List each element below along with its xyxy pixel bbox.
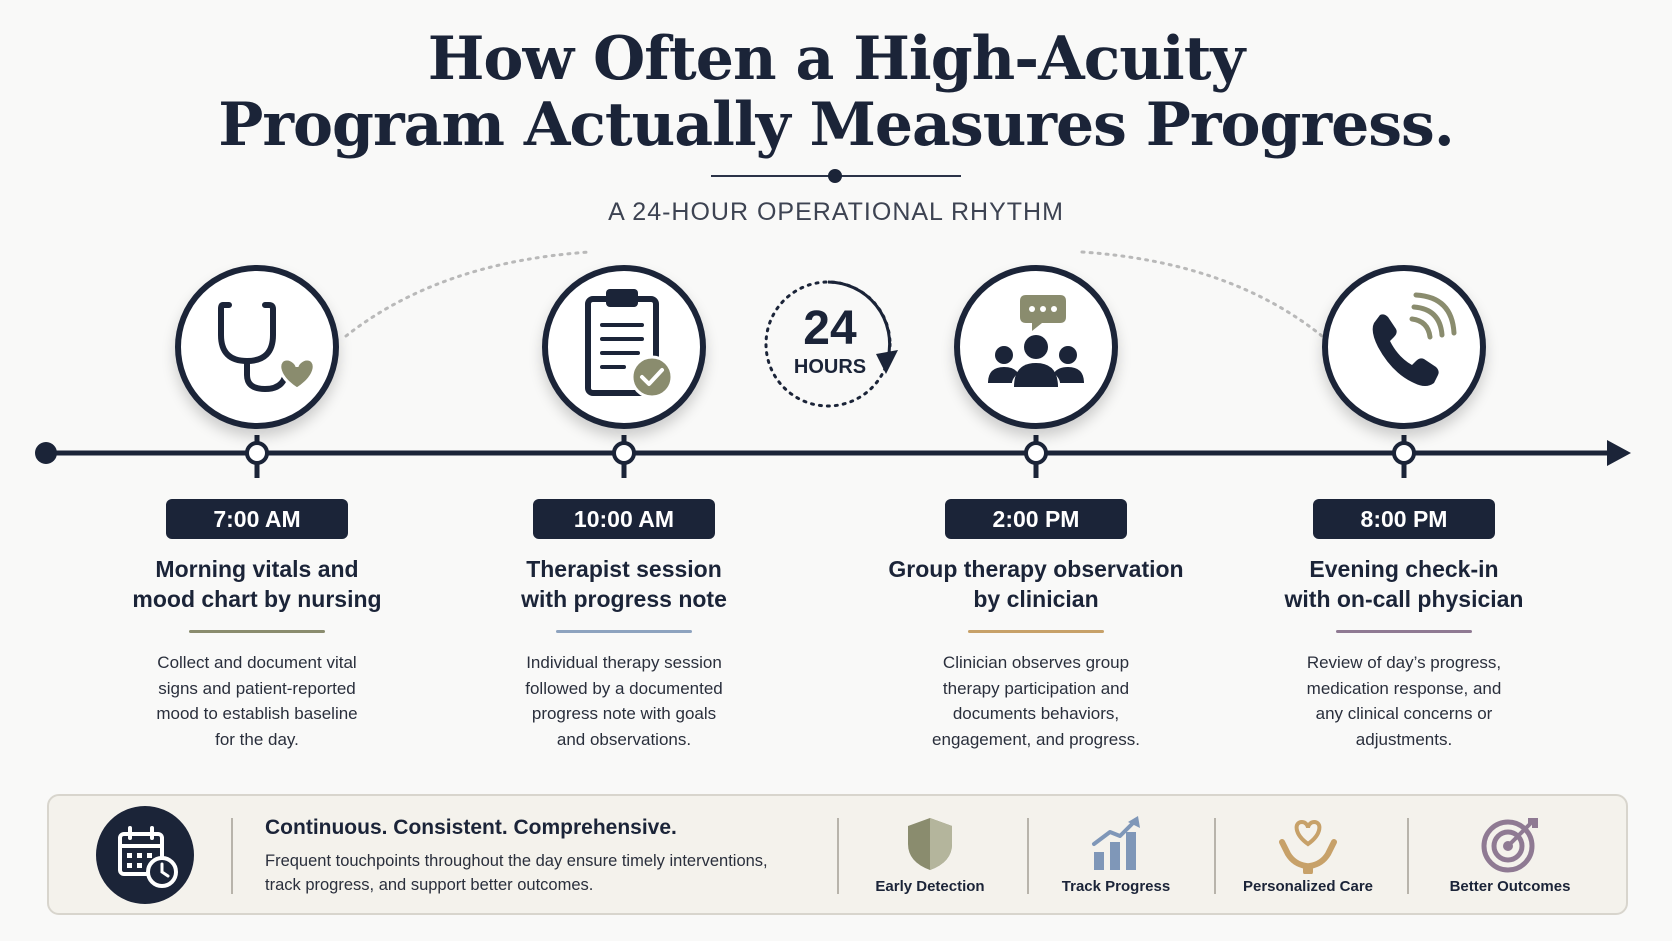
step-3-title-line: Group therapy observation xyxy=(888,556,1184,582)
banner-divider xyxy=(1214,818,1216,894)
benefit-label: Early Detection xyxy=(875,878,985,895)
step-1-description: Collect and document vital signs and pat… xyxy=(107,650,407,752)
banner-divider xyxy=(1027,818,1029,894)
step-4-desc-line: adjustments. xyxy=(1355,729,1453,749)
step-2-desc-line: progress note with goals xyxy=(531,704,717,723)
step-4-desc-line: Review of day’s progress, xyxy=(1306,653,1502,672)
step-3-desc-line: therapy participation and xyxy=(942,678,1130,698)
summary-banner: Continuous. Consistent. Comprehensive. F… xyxy=(47,794,1628,915)
timeline-start-dot xyxy=(35,442,57,464)
heart-hands-icon xyxy=(1279,819,1337,874)
cycle-24-hours: 24 HOURS xyxy=(762,278,898,414)
step-1-desc-line: for the day. xyxy=(215,729,299,749)
timeline-marker-3 xyxy=(1024,435,1048,478)
step-1-desc-line: Collect and document vital xyxy=(157,653,357,672)
step-2-accent-rule xyxy=(556,630,692,633)
step-1-desc-line: signs and patient-reported xyxy=(158,678,356,698)
cycle-arrow-icon xyxy=(764,280,898,408)
step-1-title: Morning vitals and mood chart by nursing xyxy=(87,554,427,614)
dotted-arc-right xyxy=(1080,250,1324,338)
growth-chart-icon xyxy=(1092,816,1140,870)
timeline-marker-4 xyxy=(1392,435,1416,478)
subtitle: A 24-HOUR OPERATIONAL RHYTHM xyxy=(608,198,1064,226)
step-1-desc-line: mood to establish baseline xyxy=(156,704,358,723)
banner-icon-circle xyxy=(96,806,194,904)
step-2-title-line: Therapist session xyxy=(526,556,722,582)
step-4-icon-circle xyxy=(1322,265,1486,429)
target-icon xyxy=(1481,818,1538,873)
benefit-better-outcomes: Better Outcomes xyxy=(1425,814,1595,904)
step-4-title: Evening check-in with on-call physician xyxy=(1234,554,1574,614)
shield-icon xyxy=(908,818,952,870)
step-1-title-line: mood chart by nursing xyxy=(132,586,382,612)
step-2-description: Individual therapy session followed by a… xyxy=(474,650,774,752)
step-3-title-line: by clinician xyxy=(973,586,1099,612)
benefit-label: Track Progress xyxy=(1061,878,1171,895)
benefit-early-detection: Early Detection xyxy=(845,814,1015,904)
step-3-description: Clinician observes group therapy partici… xyxy=(886,650,1186,752)
benefit-track-progress: Track Progress xyxy=(1031,814,1201,904)
step-1-accent-rule xyxy=(189,630,325,633)
step-4-time-badge: 8:00 PM xyxy=(1313,499,1495,539)
clipboard-check-icon xyxy=(585,289,674,399)
timeline-arrowhead xyxy=(1607,440,1631,466)
banner-text-line: track progress, and support better outco… xyxy=(265,876,594,894)
benefit-label: Personalized Care xyxy=(1242,878,1374,895)
step-3-time-badge: 2:00 PM xyxy=(945,499,1127,539)
banner-heading: Continuous. Consistent. Comprehensive. xyxy=(265,816,677,839)
title-divider-dot xyxy=(828,169,842,183)
step-2-title-line: with progress note xyxy=(521,586,727,612)
banner-divider xyxy=(1407,818,1409,894)
step-2-desc-line: and observations. xyxy=(556,729,692,749)
step-2-time-badge: 10:00 AM xyxy=(533,499,715,539)
step-1-icon-circle xyxy=(175,265,339,429)
title-line-2: Program Actually Measures Progress. xyxy=(218,90,1454,160)
step-3-desc-line: Clinician observes group xyxy=(942,653,1130,672)
step-2-desc-line: Individual therapy session xyxy=(526,653,722,672)
step-3-accent-rule xyxy=(968,630,1104,633)
step-4-description: Review of day’s progress, medication res… xyxy=(1254,650,1554,752)
banner-text: Frequent touchpoints throughout the day … xyxy=(265,849,825,897)
banner-text-line: Frequent touchpoints throughout the day … xyxy=(265,852,768,870)
step-2-desc-line: followed by a documented xyxy=(525,678,723,698)
phone-call-icon xyxy=(1372,292,1457,386)
step-2-title: Therapist session with progress note xyxy=(454,554,794,614)
step-4-desc-line: medication response, and xyxy=(1306,678,1502,698)
banner-divider xyxy=(837,818,839,894)
stethoscope-icon xyxy=(218,302,316,393)
step-3-title: Group therapy observation by clinician xyxy=(866,554,1206,614)
group-chat-icon xyxy=(988,295,1084,387)
step-4-title-line: with on-call physician xyxy=(1284,586,1524,612)
title-line-1: How Often a High-Acuity xyxy=(427,24,1246,94)
timeline-marker-1 xyxy=(245,435,269,478)
step-3-desc-line: engagement, and progress. xyxy=(932,729,1140,749)
step-3-icon-circle xyxy=(954,265,1118,429)
cycle-label: HOURS xyxy=(793,356,867,378)
step-1-time-badge: 7:00 AM xyxy=(166,499,348,539)
page-title: How Often a High-Acuity Program Actually… xyxy=(0,26,1672,158)
calendar-clock-icon xyxy=(118,826,178,888)
step-4-desc-line: any clinical concerns or xyxy=(1315,704,1493,723)
step-4-accent-rule xyxy=(1336,630,1472,633)
timeline-marker-2 xyxy=(612,435,636,478)
step-4-title-line: Evening check-in xyxy=(1309,556,1499,582)
step-2-icon-circle xyxy=(542,265,706,429)
banner-divider xyxy=(231,818,233,894)
step-3-desc-line: documents behaviors, xyxy=(952,704,1120,723)
benefit-label: Better Outcomes xyxy=(1449,878,1571,895)
cycle-number: 24 xyxy=(803,302,857,355)
benefit-personalized-care: Personalized Care xyxy=(1223,814,1393,904)
step-1-title-line: Morning vitals and xyxy=(155,556,359,582)
dotted-arc-left xyxy=(344,250,592,338)
